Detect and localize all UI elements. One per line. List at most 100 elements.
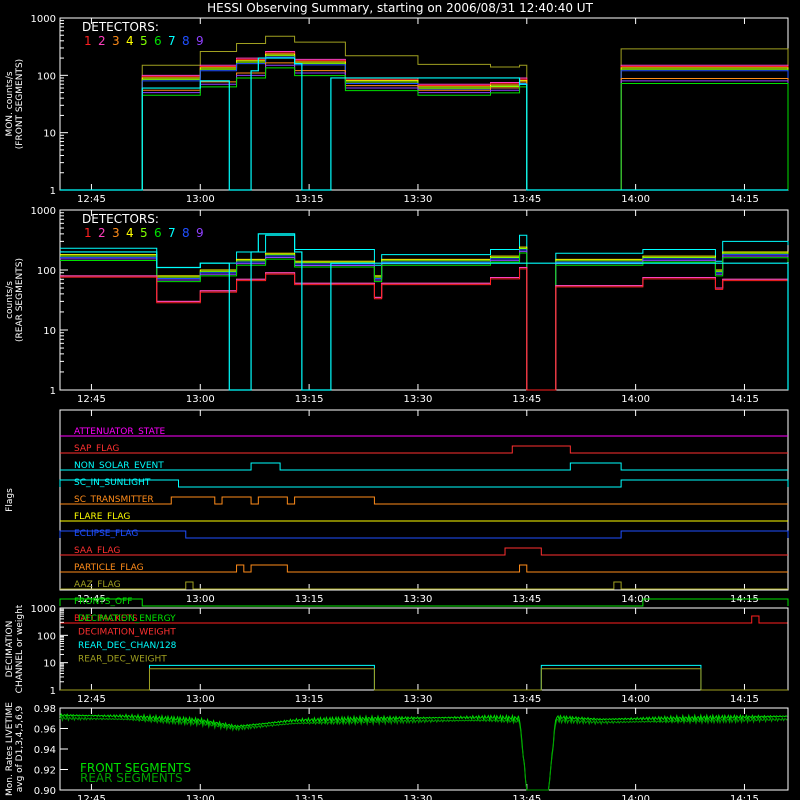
front-x-tick-label: 13:30 xyxy=(404,194,433,205)
flag-label: ATTENUATOR_STATE xyxy=(74,427,166,437)
front-legend-item: 5 xyxy=(140,34,148,48)
livetime-ylabel: Mon. Rates LIVETIME xyxy=(5,702,15,796)
rear-legend-item: 3 xyxy=(112,226,120,240)
flag-line xyxy=(59,598,789,607)
rear-legend-item: 4 xyxy=(126,226,134,240)
livetime-x-tick-label: 13:15 xyxy=(295,794,324,800)
front-series-line xyxy=(60,53,789,191)
flag-line xyxy=(60,564,788,573)
decimation-ylabel: DECIMATION xyxy=(5,621,15,678)
livetime-x-tick-label: 13:00 xyxy=(186,794,215,800)
decimation-legend-item: REAR_DEC_CHAN/128 xyxy=(78,641,177,651)
flag-line xyxy=(59,530,789,539)
livetime-series-line xyxy=(59,714,788,791)
flag-label: ECLIPSE_FLAG xyxy=(74,529,138,539)
livetime-legend-item: REAR SEGMENTS xyxy=(80,771,183,785)
flags-x-tick-label: 13:45 xyxy=(512,594,541,605)
rear-x-tick-label: 12:45 xyxy=(77,394,106,405)
flag-line xyxy=(60,581,788,590)
flags-x-tick-label: 13:30 xyxy=(404,594,433,605)
flag-label: SC_TRANSMITTER xyxy=(74,495,154,505)
rear-series-line xyxy=(60,246,789,391)
flag-label: FRONTS_OFF xyxy=(74,597,132,607)
decimation-x-tick-label: 13:15 xyxy=(295,694,324,705)
front-x-tick-label: 13:15 xyxy=(295,194,324,205)
rear-legend-item: 2 xyxy=(98,226,106,240)
front-x-tick-label: 13:45 xyxy=(512,194,541,205)
decimation-x-tick-label: 13:30 xyxy=(404,694,433,705)
rear-x-tick-label: 14:15 xyxy=(730,394,759,405)
rear-legend-item: 8 xyxy=(182,226,190,240)
front-x-tick-label: 14:15 xyxy=(730,194,759,205)
decimation-y-tick-label: 1 xyxy=(50,686,56,697)
rear-y-tick-label: 1 xyxy=(50,386,56,397)
rear-series-line xyxy=(60,250,789,391)
front-ylabel: MON. counts/s xyxy=(5,71,15,136)
rear-legend-item: 6 xyxy=(154,226,162,240)
flag-line xyxy=(59,479,789,488)
rear-y-tick-label: 1000 xyxy=(31,206,56,217)
front-series-line xyxy=(60,51,789,191)
rear-series-line xyxy=(60,249,789,391)
livetime-y-tick-label: 0.98 xyxy=(34,704,56,715)
flags-frame xyxy=(59,409,789,591)
flag-line xyxy=(60,547,788,556)
livetime-y-tick-label: 0.94 xyxy=(34,745,56,756)
decimation-x-tick-label: 13:45 xyxy=(512,694,541,705)
flag-line xyxy=(60,615,788,624)
decimation-x-tick-label: 14:00 xyxy=(621,694,650,705)
front-legend-title: DETECTORS: xyxy=(82,20,159,34)
rear-x-tick-label: 14:00 xyxy=(621,394,650,405)
rear-series-line xyxy=(60,267,789,391)
rear-ylabel: (REAR SEGMENTS) xyxy=(15,258,25,342)
decimation-y-tick-label: 100 xyxy=(37,631,56,642)
front-legend-item: 9 xyxy=(196,34,204,48)
flag-line xyxy=(60,496,788,505)
decimation-y-tick-label: 10 xyxy=(43,659,56,670)
front-y-tick-label: 1 xyxy=(50,186,56,197)
flags-x-tick-label: 14:00 xyxy=(621,594,650,605)
livetime-x-tick-label: 13:45 xyxy=(512,794,541,800)
livetime-y-tick-label: 0.92 xyxy=(34,766,56,777)
flag-label: SAA_FLAG xyxy=(74,546,120,556)
flag-label: PARTICLE_FLAG xyxy=(74,563,144,573)
rear-series-line xyxy=(60,267,789,391)
decimation-legend-item: DECIMATION_ENERGY xyxy=(78,614,176,624)
decimation-x-tick-label: 13:00 xyxy=(186,694,215,705)
front-legend-item: 7 xyxy=(168,34,176,48)
flag-label: FLARE_FLAG xyxy=(74,512,130,522)
livetime-series-line xyxy=(59,712,788,791)
livetime-x-tick-label: 13:30 xyxy=(404,794,433,800)
front-y-tick-label: 1000 xyxy=(31,14,56,25)
flags-x-tick-label: 13:15 xyxy=(295,594,324,605)
front-legend-item: 3 xyxy=(112,34,120,48)
rear-series-line xyxy=(60,268,789,391)
front-legend-item: 8 xyxy=(182,34,190,48)
rear-legend-item: 9 xyxy=(196,226,204,240)
rear-x-tick-label: 13:15 xyxy=(295,394,324,405)
flag-label: SAP_FLAG xyxy=(74,444,119,454)
flag-label: SC_IN_SUNLIGHT xyxy=(74,478,151,488)
livetime-ylabel: avg of D1,3,4,5,6,9 xyxy=(15,705,25,792)
front-series-line xyxy=(60,52,789,191)
livetime-x-tick-label: 14:15 xyxy=(730,794,759,800)
rear-series-line xyxy=(60,252,789,391)
front-series-line xyxy=(60,35,789,191)
front-series-line-cyan xyxy=(60,57,788,191)
decimation-ylabel: CHANNEL or weight xyxy=(15,604,25,693)
flag-label: NON_SOLAR_EVENT xyxy=(74,461,164,471)
front-y-tick-label: 100 xyxy=(37,71,56,82)
decimation-legend-item: REAR_DEC_WEIGHT xyxy=(78,655,167,665)
front-legend-item: 2 xyxy=(98,34,106,48)
flag-line xyxy=(60,445,788,454)
rear-x-tick-label: 13:00 xyxy=(186,394,215,405)
flag-line xyxy=(60,462,788,471)
front-legend-item: 6 xyxy=(154,34,162,48)
rear-legend-item: 7 xyxy=(168,226,176,240)
front-legend-item: 4 xyxy=(126,34,134,48)
front-series-line xyxy=(60,67,789,191)
front-x-tick-label: 13:00 xyxy=(186,194,215,205)
livetime-x-tick-label: 14:00 xyxy=(621,794,650,800)
figure-title: HESSI Observing Summary, starting on 200… xyxy=(207,1,593,15)
